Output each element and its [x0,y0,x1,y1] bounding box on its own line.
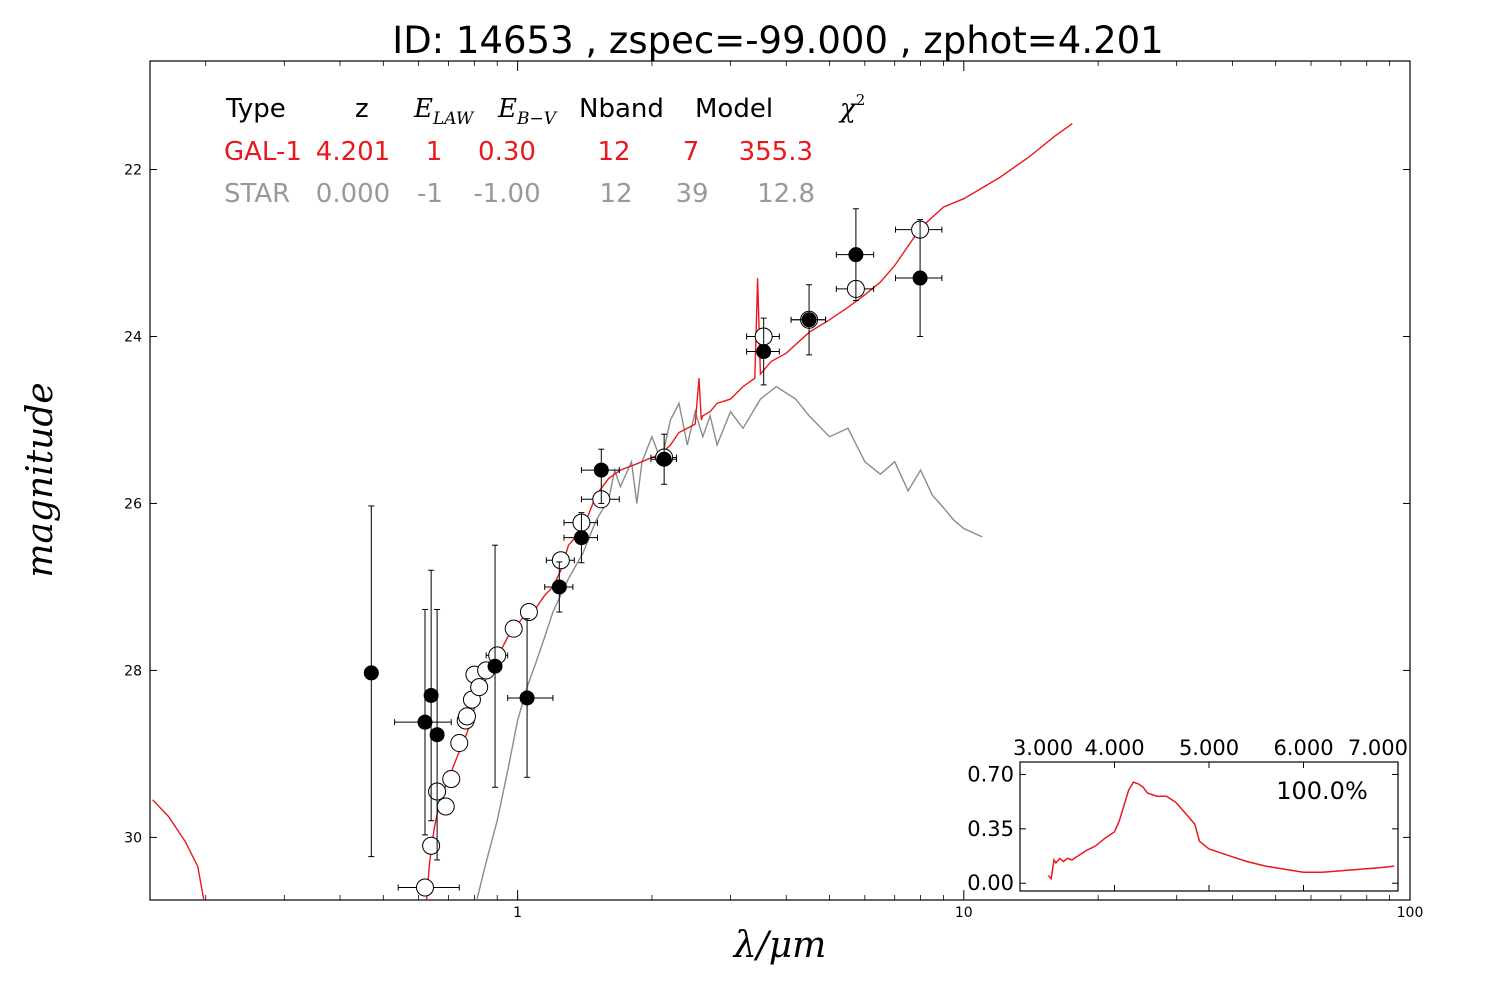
table-cell-elaw: 1 [426,137,443,167]
observed-flux-point [429,608,445,861]
inset-y-tick-label: 0.35 [967,817,1014,841]
observed-flux-point [835,208,875,302]
observed-flux-point [394,608,452,836]
table-header-elaw: ELAW [413,94,475,129]
y-tick-label: 26 [124,496,142,512]
inset-x-tick-label: 4.000 [1084,736,1144,760]
model-flux-point [422,836,441,855]
x-tick-label: 10 [955,905,973,921]
observed-flux-point [507,618,554,778]
model-flux-point [450,734,469,753]
observed-flux-point [563,512,598,564]
observed-flux-point [790,284,827,356]
inset-x-tick-label: 3.000 [1013,736,1073,760]
observed-flux-point [363,505,379,858]
y-tick-label: 30 [124,830,142,846]
model-flux-point [397,878,460,897]
model-flux-point [835,279,875,298]
table-cell-nband: 12 [597,137,630,167]
table-header-z: z [355,94,369,124]
table-cell-z: 0.000 [316,179,390,209]
table-header-chi2: χ2 [838,91,865,124]
inset-axis-ticks: 3.000 4.000 5.000 6.000 7.000 0.00 0.35 0.70 [967,736,1408,895]
main-plot-series [152,123,1073,900]
inset-x-tick-label: 7.000 [1348,736,1408,760]
model-flux-point [470,678,489,697]
y-axis-label: magnitude [20,382,61,577]
inset-y-tick-label: 0.00 [967,871,1014,895]
table-row-galaxy: GAL-1 4.201 1 0.30 12 7 355.3 [224,137,813,167]
model-flux-point [442,769,461,788]
y-tick-label: 28 [124,663,142,679]
table-row-star: STAR 0.000 -1 -1.00 12 39 12.8 [224,179,815,209]
model-flux-point [545,551,575,570]
model-flux-point [436,797,455,816]
y-tick-label: 24 [124,329,142,345]
table-cell-type: STAR [224,179,290,209]
main-axis-ticks: 22 24 26 28 30 1 10 100 [124,61,1423,921]
table-cell-z: 4.201 [316,137,390,167]
model-flux-point [895,220,943,239]
observed-flux-point [580,448,620,504]
observed-flux-point [423,569,439,822]
x-axis-label: λ/μm [732,925,826,966]
pdz-curve [1047,781,1395,881]
model-flux-point [504,619,523,638]
y-tick-label: 22 [124,163,142,179]
inset-y-tick-label: 0.70 [967,762,1014,786]
fit-table: Type z ELAW EB−V Nband Model χ2 GAL-1 4.… [224,91,865,209]
main-plot-frame [149,60,1411,901]
table-cell-chi2: 355.3 [739,137,813,167]
observed-flux-point [544,561,574,613]
table-cell-nband: 12 [599,179,632,209]
table-header-model: Model [695,94,773,124]
galaxy-template-line [152,799,205,900]
table-cell-type: GAL-1 [224,137,302,167]
inset-x-tick-label: 5.000 [1179,736,1239,760]
observed-flux-point [487,544,503,788]
x-tick-label: 100 [1397,905,1424,921]
figure-title: ID: 14653 , zspec=-99.000 , zphot=4.201 [392,19,1163,62]
table-header-type: Type [225,94,286,124]
inset-x-tick-label: 6.000 [1273,736,1333,760]
observed-flux-point [746,317,780,386]
star-template-line [476,385,983,900]
table-cell-elaw: -1 [417,179,443,209]
observed-flux-point [650,433,677,485]
table-header-nband: Nband [579,94,664,124]
inset-probability-label: 100.0% [1276,777,1368,805]
table-header-ebv: EB−V [497,94,558,129]
inset-plot-series [1047,781,1395,881]
x-tick-label: 1 [513,905,522,921]
table-cell-ebv: -1.00 [473,179,540,209]
table-cell-ebv: 0.30 [478,137,536,167]
table-cell-model: 7 [683,137,700,167]
observed-flux-point [895,219,943,337]
model-flux-point [580,490,620,509]
model-flux-point [746,327,780,346]
model-flux-point [519,602,538,621]
inset-pdz-plot: 3.000 4.000 5.000 6.000 7.000 0.00 0.35 0.70 10… [967,736,1408,895]
table-cell-chi2: 12.8 [757,179,815,209]
table-cell-model: 39 [675,179,708,209]
model-flux-point [457,707,476,726]
